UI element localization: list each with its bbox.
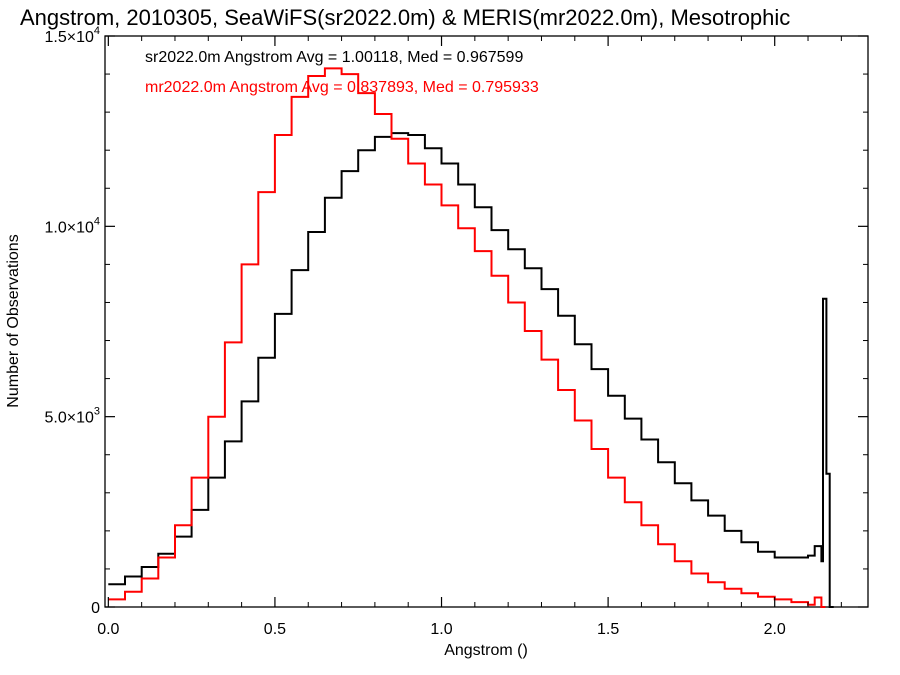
y-tick-label-1: 5.0×103 <box>44 406 100 427</box>
x-tick-label-1: 0.5 <box>264 621 286 638</box>
plot-frame <box>104 35 869 608</box>
series-layer <box>108 67 834 608</box>
series-line-0 <box>108 132 834 608</box>
series-line-1 <box>108 67 826 608</box>
x-tick-label-0: 0.0 <box>97 621 119 638</box>
x-tick-label-2: 1.0 <box>430 621 452 638</box>
y-axis: 0 5.0×103 1.0×104 1.5×104 <box>44 25 868 617</box>
y-axis-label: Number of Observations <box>5 234 22 407</box>
x-tick-label-3: 1.5 <box>597 621 619 638</box>
y-tick-label-2: 1.0×104 <box>44 215 100 236</box>
annotation-mr2022: mr2022.0m Angstrom Avg = 0.837893, Med =… <box>145 79 539 96</box>
x-axis: 0.0 0.5 1.0 1.5 2.0 <box>97 36 842 638</box>
y-tick-label-0: 0 <box>91 600 100 617</box>
x-tick-label-4: 2.0 <box>764 621 786 638</box>
annotation-sr2022: sr2022.0m Angstrom Avg = 1.00118, Med = … <box>145 49 523 66</box>
chart-title: Angstrom, 2010305, SeaWiFS(sr2022.0m) & … <box>20 5 790 30</box>
y-tick-label-3: 1.5×104 <box>44 25 100 46</box>
x-axis-label: Angstrom () <box>444 642 528 659</box>
